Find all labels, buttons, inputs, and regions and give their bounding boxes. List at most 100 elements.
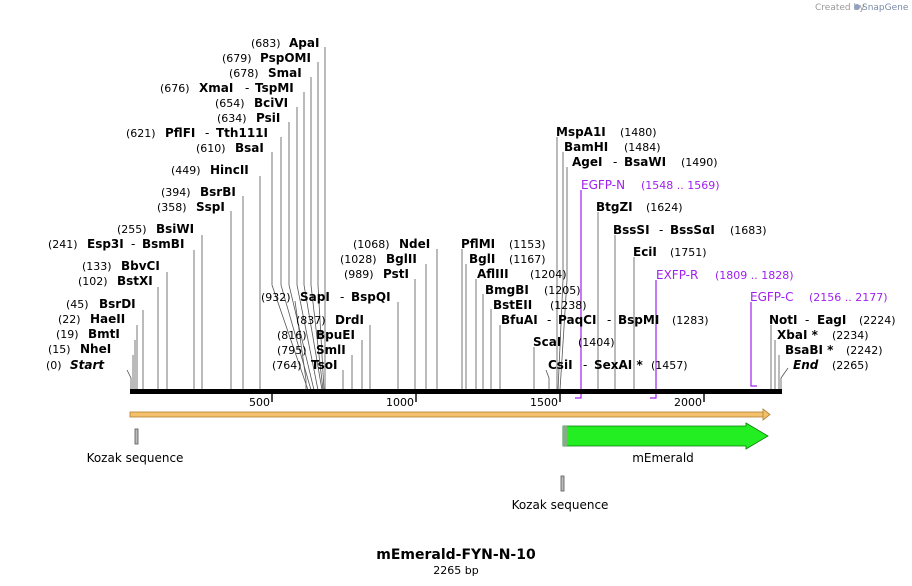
site-line <box>296 107 319 391</box>
site-line <box>317 62 325 391</box>
svg-text:(764): (764) <box>272 359 302 372</box>
svg-text:(1238): (1238) <box>550 299 587 312</box>
site-label-smli: (795) SmlI <box>277 343 346 357</box>
svg-text:HaeII: HaeII <box>90 312 125 326</box>
svg-text:(1283): (1283) <box>672 314 709 327</box>
primer-egfp-c-line <box>750 302 757 387</box>
site-label-sspi: (358) SspI <box>157 200 225 214</box>
svg-text:(1809 .. 1828): (1809 .. 1828) <box>715 269 794 282</box>
site-label-pflfi-tth111i: (621) PflFI - Tth111I <box>126 126 268 140</box>
svg-text:(1484): (1484) <box>624 141 661 154</box>
site-label-psii: (634) PsiI <box>217 111 280 125</box>
svg-text:-: - <box>659 223 663 237</box>
svg-text:ApaI: ApaI <box>289 36 319 50</box>
svg-text:NotI: NotI <box>769 313 798 327</box>
svg-text:BsaI: BsaI <box>235 141 264 155</box>
svg-text:(837): (837) <box>296 314 326 327</box>
svg-text:(654): (654) <box>215 97 245 110</box>
svg-text:(394): (394) <box>161 186 191 199</box>
svg-text:(449): (449) <box>171 164 201 177</box>
site-label-bcivi: (654) BciVI <box>215 96 288 110</box>
svg-text:(679): (679) <box>222 52 252 65</box>
svg-text:-: - <box>205 126 209 140</box>
svg-text:(621): (621) <box>126 127 156 140</box>
primer-markers <box>575 190 757 399</box>
site-label-bstxi: (102) BstXI <box>78 274 153 288</box>
site-label-esp3i-bsmbi: (241) Esp3I - BsmBI <box>48 237 184 251</box>
svg-text:(102): (102) <box>78 275 108 288</box>
svg-text:-: - <box>583 358 587 372</box>
svg-text:(676): (676) <box>160 82 190 95</box>
site-label-agei-bsawi: AgeI - BsaWI (1490) <box>572 155 718 169</box>
svg-text:(1204): (1204) <box>530 268 567 281</box>
site-label-bfuai-paqci-bspmi: BfuAI - PaqCI - BspMI (1283) <box>501 313 709 327</box>
primer-exfp-r-line <box>650 280 657 399</box>
site-label-xbai: XbaI * (2234) <box>777 328 869 342</box>
svg-text:-: - <box>805 313 809 327</box>
svg-text:(1548 .. 1569): (1548 .. 1569) <box>641 179 720 192</box>
site-line <box>303 92 323 391</box>
svg-text:(241): (241) <box>48 238 78 251</box>
svg-text:SapI: SapI <box>300 290 330 304</box>
site-label-bsssi-bsssai: BssSI - BssSαI (1683) <box>613 223 767 237</box>
site-label-btgzi: BtgZI (1624) <box>596 200 683 214</box>
svg-text:(932): (932) <box>261 291 291 304</box>
site-label-bsabi: BsaBI * (2242) <box>785 343 883 357</box>
svg-text:EciI: EciI <box>633 245 657 259</box>
svg-text:BssSI: BssSI <box>613 223 650 237</box>
svg-text:PflMI: PflMI <box>461 237 495 251</box>
svg-text:(45): (45) <box>66 298 89 311</box>
svg-text:End: End <box>793 358 819 372</box>
svg-text:BtgZI: BtgZI <box>596 200 633 214</box>
site-line <box>288 122 315 391</box>
site-label-xmai-tspmi: (676) XmaI - TspMI <box>160 81 294 95</box>
site-label-bsteii: BstEII (1238) <box>493 298 587 312</box>
svg-text:(1751): (1751) <box>670 246 707 259</box>
site-label-ecii: EciI (1751) <box>633 245 707 259</box>
site-label-bsiwi: (255) BsiWI <box>117 222 194 236</box>
svg-text:(2234): (2234) <box>832 329 869 342</box>
svg-text:(795): (795) <box>277 344 307 357</box>
svg-text:(1457): (1457) <box>651 359 688 372</box>
svg-text:BbvCI: BbvCI <box>121 259 160 273</box>
site-line <box>559 167 568 391</box>
site-label-bmgbi: BmgBI (1205) <box>485 283 581 297</box>
svg-text:(2156 .. 2177): (2156 .. 2177) <box>809 291 888 304</box>
svg-text:CsiI: CsiI <box>548 358 573 372</box>
site-label-csii-sexai: CsiI - SexAI * (1457) <box>548 358 688 372</box>
svg-text:NheI: NheI <box>80 342 111 356</box>
site-label-bglii: (1028) BglII <box>340 252 417 266</box>
site-line <box>557 152 564 391</box>
svg-text:AflIII: AflIII <box>477 267 509 281</box>
svg-text:BglI: BglI <box>469 252 495 266</box>
memerald-label: mEmerald <box>632 451 694 465</box>
svg-text:SmaI: SmaI <box>268 66 302 80</box>
svg-text:(1404): (1404) <box>578 336 615 349</box>
svg-text:(255): (255) <box>117 223 147 236</box>
primer-label-exfp-r: EXFP-R (1809 .. 1828) <box>656 268 794 282</box>
site-label-smai: (678) SmaI <box>229 66 302 80</box>
svg-text:(683): (683) <box>251 37 281 50</box>
svg-text:(2242): (2242) <box>846 344 883 357</box>
svg-text:BspMI: BspMI <box>618 313 659 327</box>
svg-text:(2224): (2224) <box>859 314 896 327</box>
site-label-psti: (989) PstI <box>344 267 409 281</box>
svg-text:(1683): (1683) <box>730 224 767 237</box>
svg-text:XmaI: XmaI <box>199 81 233 95</box>
svg-text:SmlI: SmlI <box>316 343 346 357</box>
primer-label-egfp-n: EGFP-N (1548 .. 1569) <box>581 178 720 192</box>
svg-text:(358): (358) <box>157 201 187 214</box>
svg-text:BsmBI: BsmBI <box>142 237 184 251</box>
svg-text:(19): (19) <box>56 328 79 341</box>
svg-text:-: - <box>245 81 249 95</box>
svg-text:BstEII: BstEII <box>493 298 532 312</box>
site-label-bsrdi: (45) BsrDI <box>66 297 136 311</box>
svg-text:BssSαI: BssSαI <box>670 223 715 237</box>
svg-text:TsoI: TsoI <box>311 358 337 372</box>
svg-text:(634): (634) <box>217 112 247 125</box>
site-label-bsai: (610) BsaI <box>196 141 264 155</box>
site-label-hincii: (449) HincII <box>171 163 249 177</box>
svg-text:Esp3I: Esp3I <box>87 237 124 251</box>
site-lines <box>126 47 789 391</box>
kozak-label-1: Kozak sequence <box>87 451 184 465</box>
